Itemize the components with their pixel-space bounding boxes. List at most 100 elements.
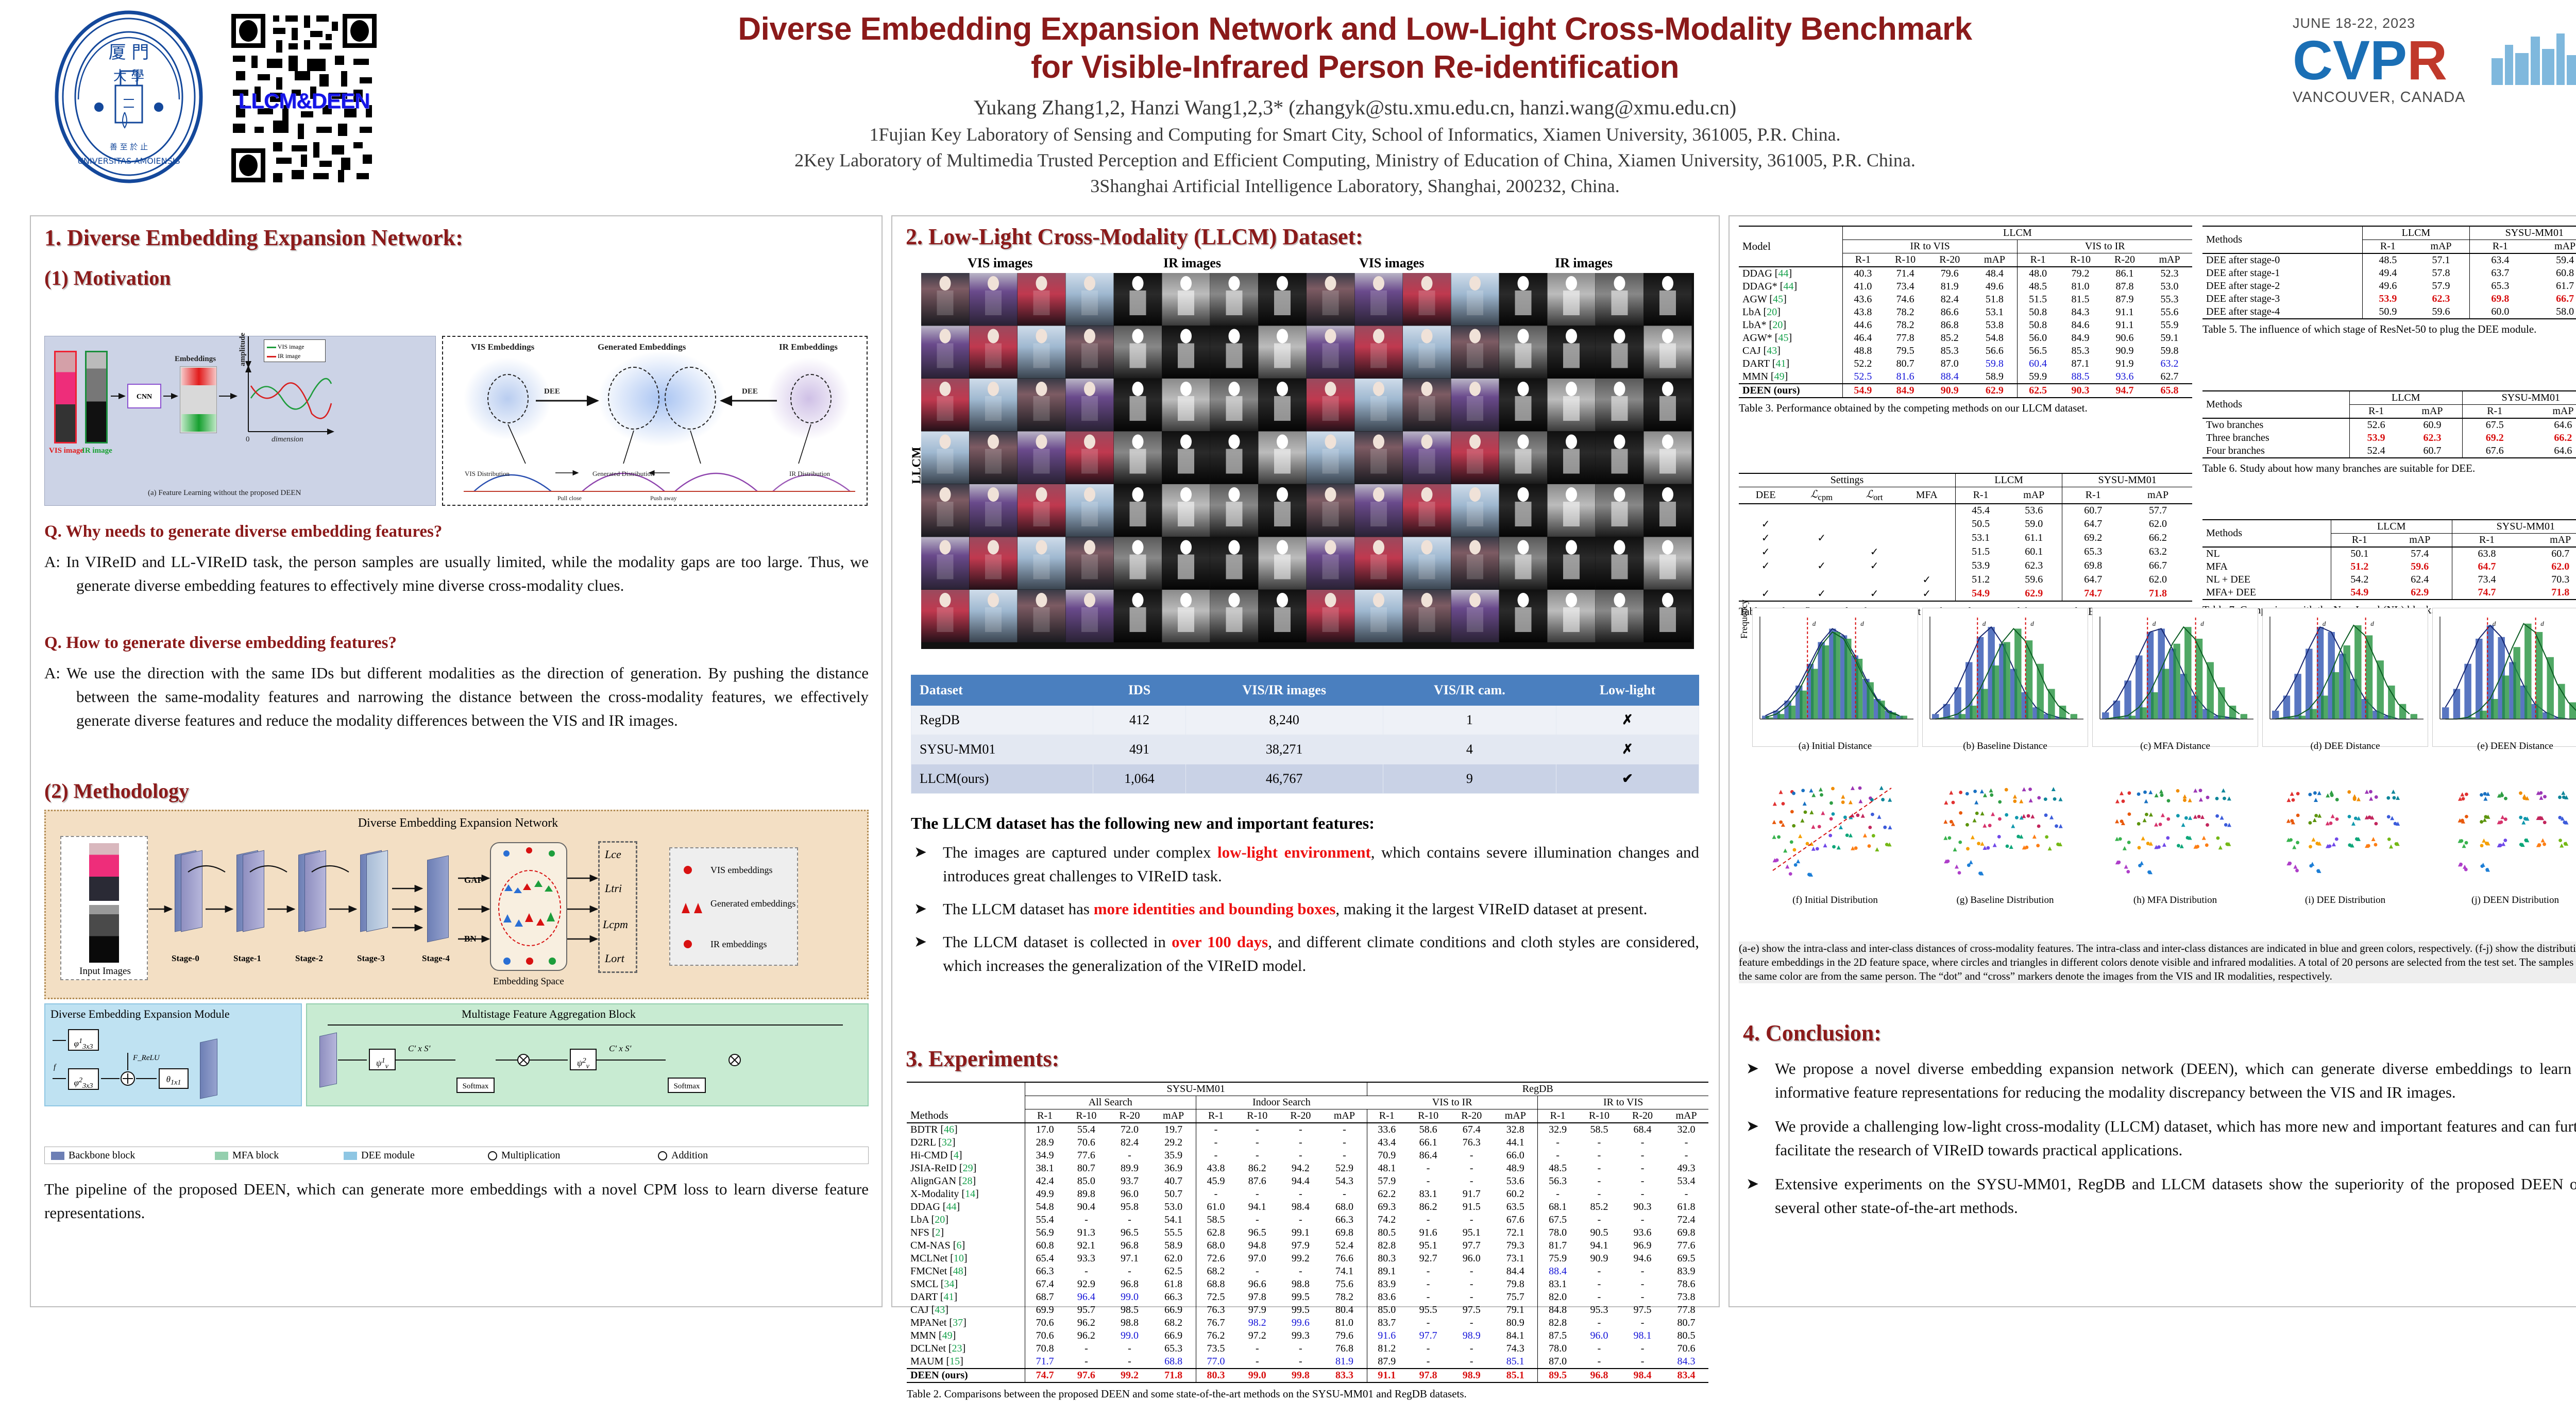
cell-value: 53.6	[2025, 505, 2043, 516]
cell-value: 60.1	[2025, 546, 2043, 557]
cell-value: 53.0	[1164, 1201, 1183, 1212]
features-list: ➤ The images are captured under complex …	[911, 841, 1699, 978]
motivation-arrows-b	[464, 395, 855, 492]
cell-value: 53.8	[1985, 319, 2004, 331]
cell-value: -	[1255, 1214, 1259, 1225]
cell-value: -	[1597, 1188, 1601, 1200]
pull-close-label: Pull close	[557, 494, 582, 502]
cell-value: 83.4	[1677, 1370, 1696, 1381]
cell-value: 69.8	[1677, 1227, 1696, 1238]
cell-value: -	[1255, 1266, 1259, 1277]
table-header-row: Dataset IDS VIS/IR images VIS/IR cam. Lo…	[910, 675, 1699, 706]
th-metric: R-1	[1855, 254, 1871, 265]
cell-value: 62.9	[2411, 587, 2429, 598]
feature-text-highlight: more identities and bounding boxes	[1093, 900, 1336, 918]
cell-value: 62.0	[2149, 518, 2167, 529]
cell-value: 53.4	[1677, 1175, 1696, 1187]
cell-value: 89.5	[1537, 1369, 1578, 1382]
th-metric: R-1	[2351, 534, 2367, 545]
th-metric: mAP	[1675, 1110, 1697, 1121]
ir-image-label: IR image	[82, 447, 112, 455]
th-sysu: SYSU-MM01	[2462, 391, 2576, 405]
th-metric: mAP	[1504, 1110, 1526, 1121]
cell-lowlight: ✔	[1556, 764, 1699, 794]
cell-value: 86.2	[1419, 1201, 1437, 1212]
cell-value: 78.6	[1677, 1278, 1696, 1290]
cell-check	[1739, 504, 1792, 517]
cell-value: -	[1469, 1356, 1473, 1367]
cell-value: 98.9	[1462, 1370, 1481, 1381]
question-1: Q. Why needs to generate diverse embeddi…	[44, 522, 443, 541]
cell-value: 85.1	[1506, 1370, 1524, 1381]
cell-value: 91.1	[2115, 319, 2134, 331]
cell-value: 73.5	[1195, 1342, 1236, 1355]
qr-code[interactable]	[227, 9, 381, 187]
table-row: AlignGAN [28] 42.4 85.0 93.7 40.7 45.9 87.6 94.…	[907, 1175, 1708, 1188]
cell-value: 60.4	[2017, 357, 2058, 370]
llcm-sample-image-grid	[921, 273, 1694, 649]
cell-value: 91.5	[1462, 1201, 1481, 1212]
features-heading: The LLCM dataset has the following new a…	[911, 814, 1375, 832]
cell-value: -	[1640, 1137, 1645, 1148]
cell-value: 96.5	[1248, 1227, 1266, 1238]
hist-caption: (e) DEEN Distance	[2477, 741, 2553, 751]
table-row: CAJ [43] 69.9 95.7 98.5 66.9 76.3 97.9 99.5 80.4…	[907, 1304, 1708, 1317]
dee-arrow-label-right: DEE	[742, 387, 758, 396]
cell-value: 68.8	[1164, 1356, 1183, 1367]
cell-value: 99.5	[1291, 1291, 1310, 1303]
embedding-legend-box: VIS embeddings Generated embeddings IR e…	[669, 847, 798, 966]
cell-value: -	[1597, 1266, 1601, 1277]
subsection-methodology-title: (2) Methodology	[44, 779, 190, 802]
softmax-box-2: Softmax	[668, 1078, 706, 1093]
cell-value: 97.2	[1248, 1330, 1266, 1341]
cell-method: DART [41]	[1739, 357, 1843, 370]
cell-value: 48.0	[2017, 267, 2058, 280]
cell-value: 90.6	[2115, 332, 2134, 344]
cell-value: 97.8	[1248, 1291, 1266, 1303]
cell-value: 79.6	[1940, 268, 1959, 279]
cell-value: 59.1	[2160, 332, 2179, 344]
cell-value: 69.9	[1036, 1304, 1054, 1315]
cell-value: 53.6	[1506, 1175, 1524, 1187]
cell-value: 55.5	[1164, 1227, 1183, 1238]
table-row: DART [41] 52.2 80.7 87.0 59.8 60.4 87.1 91.9 63.…	[1739, 357, 2192, 370]
cell-value: 66.3	[1335, 1214, 1353, 1225]
cell-value: -	[1255, 1124, 1259, 1135]
methodology-figure: Diverse Embedding Expansion Network Inpu…	[31, 762, 884, 1123]
cell-method: JSIA-ReID [29]	[907, 1162, 1025, 1175]
th-setting: DEE	[1755, 489, 1776, 501]
cell-value: 62.8	[1195, 1226, 1236, 1239]
cell-value: 65.3	[2062, 545, 2124, 559]
cell-value: 64.7	[2062, 573, 2124, 587]
cell-value: 93.7	[1121, 1175, 1139, 1187]
table-row: Hi-CMD [4] 34.9 77.6 - 35.9 - - - - 70.9 86.4 - 66.0…	[907, 1149, 1708, 1162]
th-metric: mAP	[1984, 254, 2005, 265]
loss-ort-label: Lort	[605, 952, 624, 965]
cell-value: 54.1	[1164, 1214, 1183, 1225]
cell-value: -	[1597, 1356, 1601, 1367]
th-metric: R-1	[1537, 1109, 1578, 1123]
cell-value: 57.1	[2432, 254, 2450, 266]
axis-zero-label: 0	[246, 435, 250, 443]
svg-text:d: d	[2323, 620, 2326, 627]
cell-value: 95.3	[1590, 1304, 1608, 1315]
cell-value: 90.3	[2071, 385, 2090, 396]
cell-value: 79.5	[1896, 345, 1914, 356]
cell-value: -	[1299, 1266, 1302, 1277]
table3-container: Model LLCM IR to VIS VIS to IR R-1 R-10 R-20 mA…	[1739, 226, 2192, 415]
cell-value: 62.0	[2551, 561, 2570, 572]
cell-value: 90.3	[1633, 1201, 1652, 1212]
cell-value: 51.2	[1972, 574, 1990, 585]
th-model: Model	[1739, 226, 1843, 267]
cell-value: 74.7	[2062, 587, 2124, 601]
cell-method: DEE after stage-1	[2202, 267, 2363, 280]
cell-value: 63.5	[1506, 1201, 1524, 1212]
cell-value: -	[1426, 1266, 1430, 1277]
cell-value: -	[1640, 1266, 1645, 1277]
cell-value: 32.8	[1506, 1124, 1524, 1135]
th-metric: mAP	[2430, 241, 2452, 252]
cell-value: 45.9	[1195, 1175, 1236, 1188]
legend-dee-module: DEE module	[361, 1150, 415, 1161]
cell-value: 79.2	[2071, 268, 2090, 279]
th-metric: R-20	[1939, 254, 1960, 265]
